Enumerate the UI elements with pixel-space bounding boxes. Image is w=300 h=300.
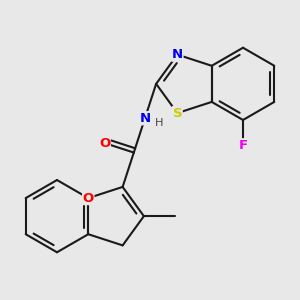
Text: N: N	[172, 48, 183, 61]
Text: H: H	[155, 118, 164, 128]
Text: O: O	[99, 136, 110, 150]
Text: S: S	[172, 106, 182, 120]
Text: N: N	[140, 112, 151, 125]
Text: O: O	[83, 192, 94, 205]
Text: F: F	[238, 139, 247, 152]
